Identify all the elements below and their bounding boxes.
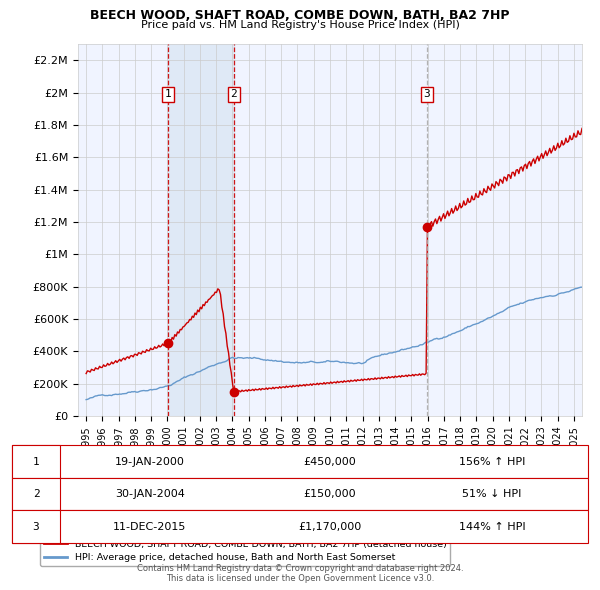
Text: 3: 3 [32, 522, 40, 532]
Text: Price paid vs. HM Land Registry's House Price Index (HPI): Price paid vs. HM Land Registry's House … [140, 20, 460, 30]
Bar [168, 44, 234, 416]
Text: 3: 3 [424, 90, 430, 100]
Text: BEECH WOOD, SHAFT ROAD, COMBE DOWN, BATH, BA2 7HP: BEECH WOOD, SHAFT ROAD, COMBE DOWN, BATH… [90, 9, 510, 22]
Text: 1: 1 [165, 90, 172, 100]
Text: 19-JAN-2000: 19-JAN-2000 [115, 457, 185, 467]
Text: 30-JAN-2004: 30-JAN-2004 [115, 489, 185, 499]
Text: 51% ↓ HPI: 51% ↓ HPI [463, 489, 521, 499]
Text: 1: 1 [32, 457, 40, 467]
Text: £450,000: £450,000 [304, 457, 356, 467]
Text: £1,170,000: £1,170,000 [298, 522, 362, 532]
Text: This data is licensed under the Open Government Licence v3.0.: This data is licensed under the Open Gov… [166, 574, 434, 583]
Text: Contains HM Land Registry data © Crown copyright and database right 2024.: Contains HM Land Registry data © Crown c… [137, 565, 463, 573]
Text: 11-DEC-2015: 11-DEC-2015 [113, 522, 187, 532]
Text: 2: 2 [230, 90, 237, 100]
Text: 156% ↑ HPI: 156% ↑ HPI [459, 457, 525, 467]
Legend: BEECH WOOD, SHAFT ROAD, COMBE DOWN, BATH, BA2 7HP (detached house), HPI: Average: BEECH WOOD, SHAFT ROAD, COMBE DOWN, BATH… [40, 536, 451, 566]
Text: 144% ↑ HPI: 144% ↑ HPI [458, 522, 526, 532]
Text: £150,000: £150,000 [304, 489, 356, 499]
Text: 2: 2 [32, 489, 40, 499]
